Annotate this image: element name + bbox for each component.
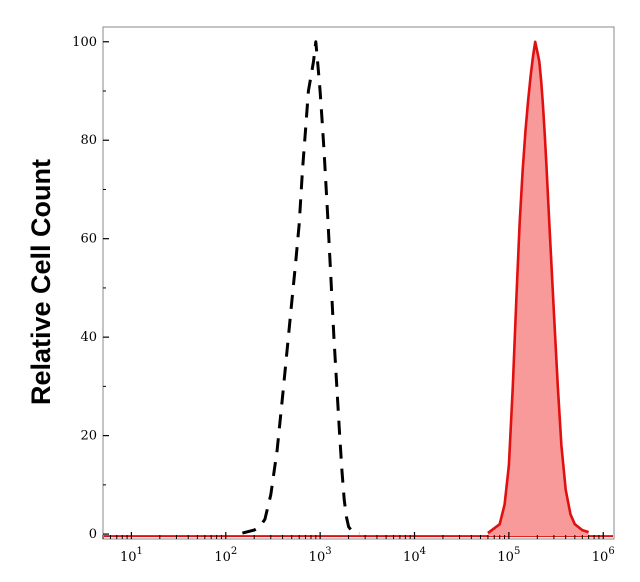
plot-area: [104, 40, 613, 538]
y-tick-label: 100: [72, 35, 97, 50]
x-tick-label: 106: [592, 546, 615, 565]
x-tick-label: 105: [497, 546, 520, 565]
x-tick-label: 102: [214, 546, 237, 565]
y-tick-label: 0: [89, 527, 97, 542]
stained-series-line: [487, 40, 589, 535]
y-tick-label: 20: [80, 429, 97, 444]
y-tick-label: 40: [80, 330, 97, 345]
axes: 0 20 40 60 80 100 101 102 103 104 105 106: [72, 26, 615, 565]
y-axis-label: Relative Cell Count: [26, 159, 56, 405]
x-tick-label: 101: [120, 546, 143, 565]
control-series-line: [242, 40, 360, 536]
axes-frame: [102, 26, 615, 540]
y-tick-label: 60: [80, 232, 97, 247]
x-tick-label: 104: [403, 546, 426, 565]
x-tick-label: 103: [309, 546, 332, 565]
stained-series-fill: [487, 41, 589, 537]
y-tick-label: 80: [80, 133, 97, 148]
